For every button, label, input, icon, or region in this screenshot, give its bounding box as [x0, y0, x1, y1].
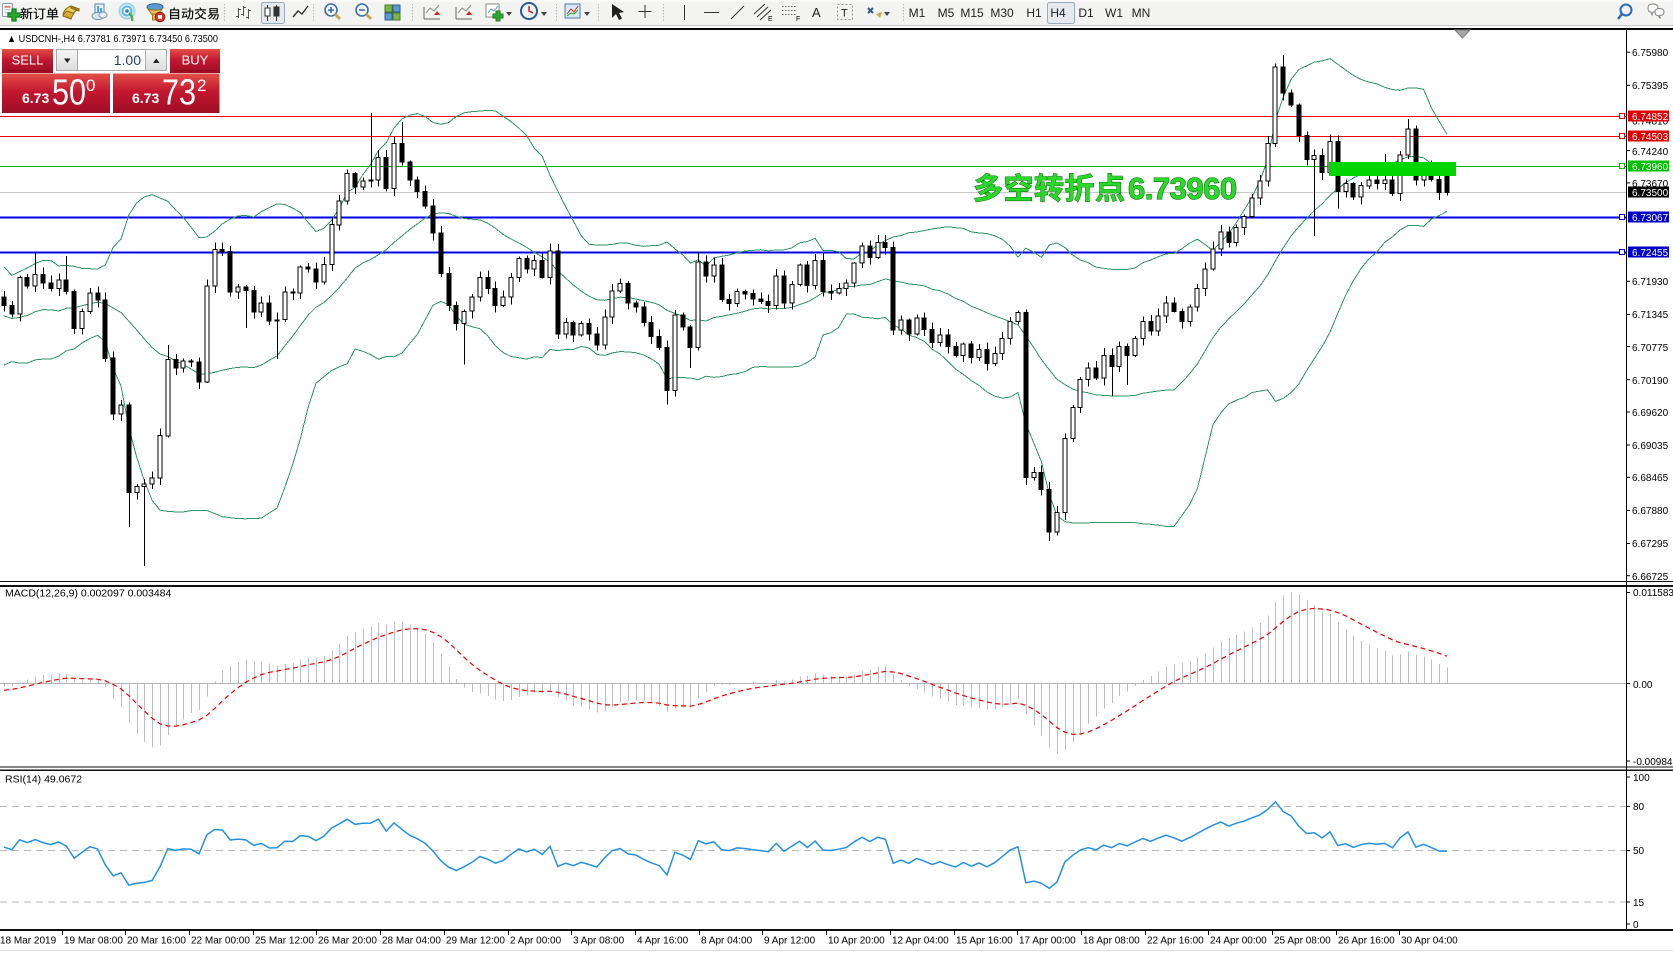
svg-text:8 Apr 04:00: 8 Apr 04:00	[701, 936, 753, 947]
svg-text:15: 15	[1633, 898, 1645, 909]
svg-text:6.69035: 6.69035	[1632, 441, 1669, 452]
svg-text:6.68465: 6.68465	[1632, 473, 1669, 484]
svg-text:6.73067: 6.73067	[1632, 213, 1669, 224]
svg-text:100: 100	[1633, 773, 1650, 784]
svg-text:6.67295: 6.67295	[1632, 539, 1669, 550]
svg-text:80: 80	[1633, 802, 1645, 813]
svg-text:0: 0	[1633, 920, 1639, 931]
svg-text:73: 73	[162, 73, 196, 113]
svg-text:H1: H1	[1026, 6, 1042, 20]
svg-text:M5: M5	[938, 6, 955, 20]
svg-text:6.74852: 6.74852	[1632, 112, 1669, 123]
svg-text:6.73: 6.73	[132, 90, 159, 106]
svg-text:E: E	[768, 16, 773, 23]
svg-text:12 Apr 04:00: 12 Apr 04:00	[892, 936, 949, 947]
svg-text:D1: D1	[1078, 6, 1094, 20]
svg-text:2: 2	[197, 76, 206, 95]
svg-text:MACD(12,26,9) 0.002097 0.00348: MACD(12,26,9) 0.002097 0.003484	[5, 588, 172, 600]
svg-text:15 Apr 16:00: 15 Apr 16:00	[956, 936, 1013, 947]
svg-text:6.74810: 6.74810	[1632, 117, 1669, 128]
svg-text:29 Mar 12:00: 29 Mar 12:00	[446, 936, 505, 947]
svg-text:6.71930: 6.71930	[1632, 277, 1669, 288]
svg-text:9 Apr 12:00: 9 Apr 12:00	[764, 936, 816, 947]
svg-text:6.73670: 6.73670	[1632, 179, 1669, 190]
svg-text:19 Mar 08:00: 19 Mar 08:00	[64, 936, 123, 947]
svg-text:50: 50	[1633, 846, 1645, 857]
svg-text:22 Mar 00:00: 22 Mar 00:00	[191, 936, 250, 947]
svg-text:A: A	[812, 5, 821, 20]
svg-text:-0.009845: -0.009845	[1633, 757, 1673, 768]
svg-text:6.73960: 6.73960	[1632, 162, 1669, 173]
svg-text:18 Apr 08:00: 18 Apr 08:00	[1083, 936, 1140, 947]
svg-text:SELL: SELL	[12, 53, 44, 68]
svg-text:6.74503: 6.74503	[1632, 132, 1669, 143]
svg-text:F: F	[796, 16, 800, 23]
svg-text:6.75980: 6.75980	[1632, 48, 1669, 59]
svg-text:1.00: 1.00	[114, 52, 141, 68]
svg-text:M15: M15	[960, 6, 984, 20]
svg-text:18 Mar 2019: 18 Mar 2019	[0, 936, 57, 947]
svg-text:6.73: 6.73	[22, 90, 49, 106]
svg-text:30 Apr 04:00: 30 Apr 04:00	[1401, 936, 1458, 947]
svg-text:BUY: BUY	[182, 53, 209, 68]
svg-text:H4: H4	[1050, 6, 1066, 20]
svg-text:6.67880: 6.67880	[1632, 506, 1669, 517]
svg-text:6.75395: 6.75395	[1632, 81, 1669, 92]
svg-text:2 Apr 00:00: 2 Apr 00:00	[510, 936, 562, 947]
svg-text:50: 50	[52, 73, 86, 113]
svg-text:6.73960: 6.73960	[1128, 171, 1237, 206]
svg-text:RSI(14) 49.0672: RSI(14) 49.0672	[5, 774, 82, 786]
svg-text:0.00: 0.00	[1633, 680, 1653, 691]
svg-text:6.72455: 6.72455	[1632, 248, 1669, 259]
svg-text:26 Mar 20:00: 26 Mar 20:00	[318, 936, 377, 947]
svg-text:20 Mar 16:00: 20 Mar 16:00	[127, 936, 186, 947]
svg-text:MN: MN	[1132, 6, 1151, 20]
svg-text:6.70190: 6.70190	[1632, 376, 1669, 387]
svg-text:10 Apr 20:00: 10 Apr 20:00	[828, 936, 885, 947]
svg-text:22 Apr 16:00: 22 Apr 16:00	[1147, 936, 1204, 947]
svg-text:0: 0	[86, 76, 95, 95]
svg-text:6.70775: 6.70775	[1632, 343, 1669, 354]
svg-text:W1: W1	[1105, 6, 1123, 20]
svg-text:6.71345: 6.71345	[1632, 310, 1669, 321]
svg-text:T: T	[841, 8, 848, 20]
svg-text:6.74240: 6.74240	[1632, 147, 1669, 158]
svg-text:▲ USDCNH-,H4 6.73781 6.73971: ▲ USDCNH-,H4 6.73781 6.73971 6.73450 6.7…	[7, 33, 218, 45]
svg-text:6.73500: 6.73500	[1632, 188, 1669, 199]
svg-text:25 Apr 08:00: 25 Apr 08:00	[1274, 936, 1331, 947]
svg-text:4 Apr 16:00: 4 Apr 16:00	[637, 936, 689, 947]
svg-text:28 Mar 04:00: 28 Mar 04:00	[382, 936, 441, 947]
svg-text:17 Apr 00:00: 17 Apr 00:00	[1019, 936, 1076, 947]
svg-text:M1: M1	[909, 6, 926, 20]
svg-text:M30: M30	[990, 6, 1014, 20]
svg-text:26 Apr 16:00: 26 Apr 16:00	[1338, 936, 1395, 947]
svg-text:25 Mar 12:00: 25 Mar 12:00	[255, 936, 314, 947]
svg-text:3 Apr 08:00: 3 Apr 08:00	[573, 936, 625, 947]
svg-text:0.011583: 0.011583	[1633, 588, 1673, 599]
svg-text:6.66725: 6.66725	[1632, 572, 1669, 583]
svg-text:6.69620: 6.69620	[1632, 408, 1669, 419]
svg-text:24 Apr 00:00: 24 Apr 00:00	[1210, 936, 1267, 947]
